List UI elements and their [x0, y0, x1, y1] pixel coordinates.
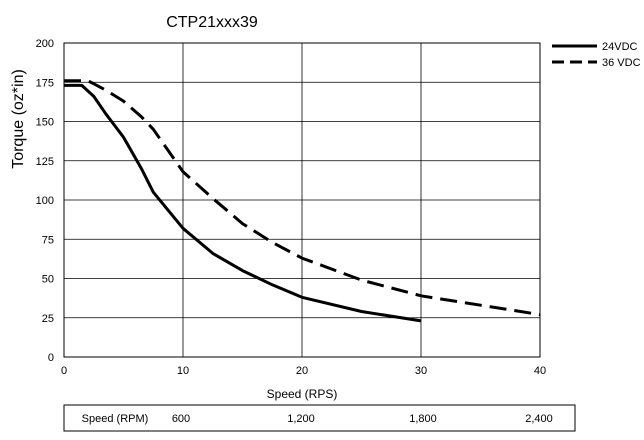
x-axis-title: Speed (RPS) — [267, 387, 338, 401]
chart-title: CTP21xxx39 — [166, 14, 258, 31]
x-tick-label: 30 — [415, 365, 427, 377]
grid-lines — [64, 43, 540, 357]
y-axis-title: Torque (oz*in) — [10, 69, 27, 169]
plot-frame — [63, 42, 541, 358]
series-line-solid — [64, 83, 422, 323]
legend-label: 36 VDC — [602, 57, 641, 69]
y-tick-label: 50 — [42, 274, 54, 286]
rpm-value: 1,800 — [409, 413, 437, 425]
series-line-dashed — [64, 79, 541, 317]
rpm-conversion-table: Speed (RPM) 600 1,200 1,800 2,400 — [63, 404, 576, 432]
y-tick-label: 100 — [36, 195, 54, 207]
rpm-value: 2,400 — [525, 413, 553, 425]
x-tick-label: 0 — [61, 365, 67, 377]
rpm-table-label: Speed (RPM) — [82, 413, 149, 425]
legend: 24VDC 36 VDC — [552, 41, 641, 69]
rpm-value: 1,200 — [287, 413, 315, 425]
x-tick-labels: 0 10 20 30 40 — [61, 365, 546, 377]
y-tick-label: 150 — [36, 117, 54, 129]
y-tick-label: 25 — [42, 313, 54, 325]
y-tick-labels: 0 25 50 75 100 125 150 175 200 — [36, 38, 54, 364]
x-tick-label: 10 — [177, 365, 189, 377]
y-tick-label: 125 — [36, 156, 54, 168]
rpm-table-border — [63, 404, 576, 432]
rpm-value: 600 — [172, 413, 190, 425]
x-tick-label: 20 — [296, 365, 308, 377]
plot-border — [63, 42, 541, 358]
series-lines — [64, 79, 541, 323]
y-tick-label: 0 — [48, 352, 54, 364]
legend-label: 24VDC — [602, 41, 638, 53]
y-tick-label: 175 — [36, 77, 54, 89]
x-tick-label: 40 — [534, 365, 546, 377]
y-tick-label: 200 — [36, 38, 54, 50]
y-tick-label: 75 — [42, 234, 54, 246]
